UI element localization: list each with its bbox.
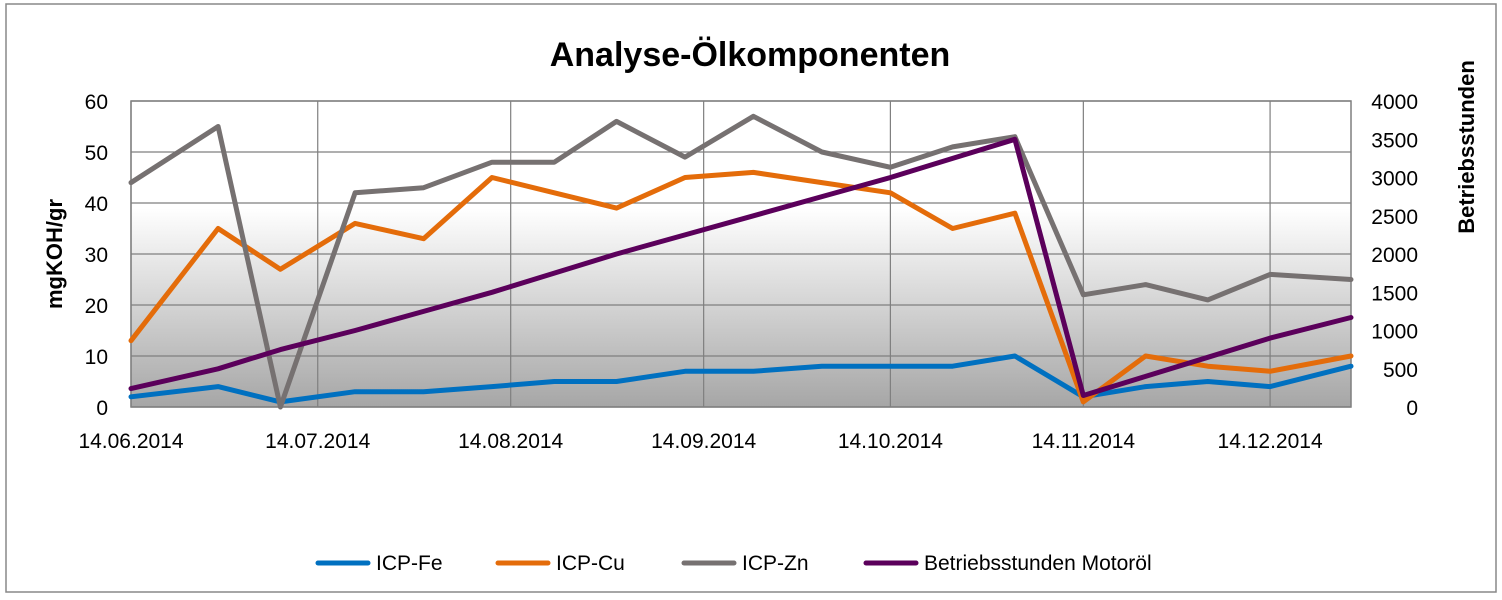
x-tick-label: 14.07.2014	[265, 430, 370, 453]
y2-axis-ticks: 0 500 1000 1500 2000 2500 3000 3500 4000	[1371, 91, 1418, 420]
y2-tick-label: 0	[1406, 397, 1418, 420]
y-tick-label: 60	[85, 91, 108, 114]
y-tick-label: 20	[85, 295, 108, 318]
x-tick-label: 14.10.2014	[838, 430, 943, 453]
series-line-icp-cu	[128, 169, 1354, 405]
x-axis-ticks: 14.06.2014 14.07.2014 14.08.2014 14.09.2014…	[78, 430, 1323, 453]
series-line-icp-fe	[128, 353, 1354, 405]
y-axis-ticks: 0 10 20 30 40 50 60	[85, 91, 108, 420]
chart-title: Analyse-Ölkomponenten	[550, 36, 951, 74]
y-tick-label: 30	[85, 244, 108, 267]
y-tick-label: 0	[96, 397, 108, 420]
y2-tick-label: 4000	[1371, 91, 1418, 114]
y2-tick-label: 2000	[1371, 244, 1418, 267]
x-tick-label: 14.11.2014	[1032, 430, 1136, 453]
y-tick-label: 50	[85, 142, 108, 165]
x-tick-label: 14.08.2014	[458, 430, 563, 453]
legend-label: ICP-Cu	[556, 552, 625, 575]
legend: ICP-Fe ICP-Cu ICP-Zn Betriebsstunden Motorö…	[315, 552, 1152, 575]
series-lines	[128, 113, 1354, 410]
y-axis-label: mgKOH/gr	[42, 199, 67, 309]
plot-border	[130, 100, 1352, 408]
y-tick-label: 10	[85, 346, 108, 369]
y2-tick-label: 1000	[1371, 321, 1418, 344]
y2-tick-label: 500	[1383, 359, 1418, 382]
series-line-betriebsstunden-motor-l	[128, 136, 1354, 398]
x-tick-label: 14.12.2014	[1218, 430, 1323, 453]
x-tick-label: 14.09.2014	[651, 430, 756, 453]
y-tick-label: 40	[85, 193, 108, 216]
y2-tick-label: 2500	[1371, 206, 1418, 229]
y2-axis-label: Betriebsstunden	[1454, 60, 1479, 234]
y2-tick-label: 3500	[1371, 129, 1418, 152]
series-line-icp-zn	[128, 113, 1354, 410]
x-tick-label: 14.06.2014	[78, 430, 183, 453]
legend-label: ICP-Zn	[742, 552, 809, 575]
legend-label: Betriebsstunden Motoröl	[924, 552, 1152, 575]
y2-tick-label: 3000	[1371, 168, 1418, 191]
legend-label: ICP-Fe	[376, 552, 443, 575]
y2-tick-label: 1500	[1371, 282, 1418, 305]
